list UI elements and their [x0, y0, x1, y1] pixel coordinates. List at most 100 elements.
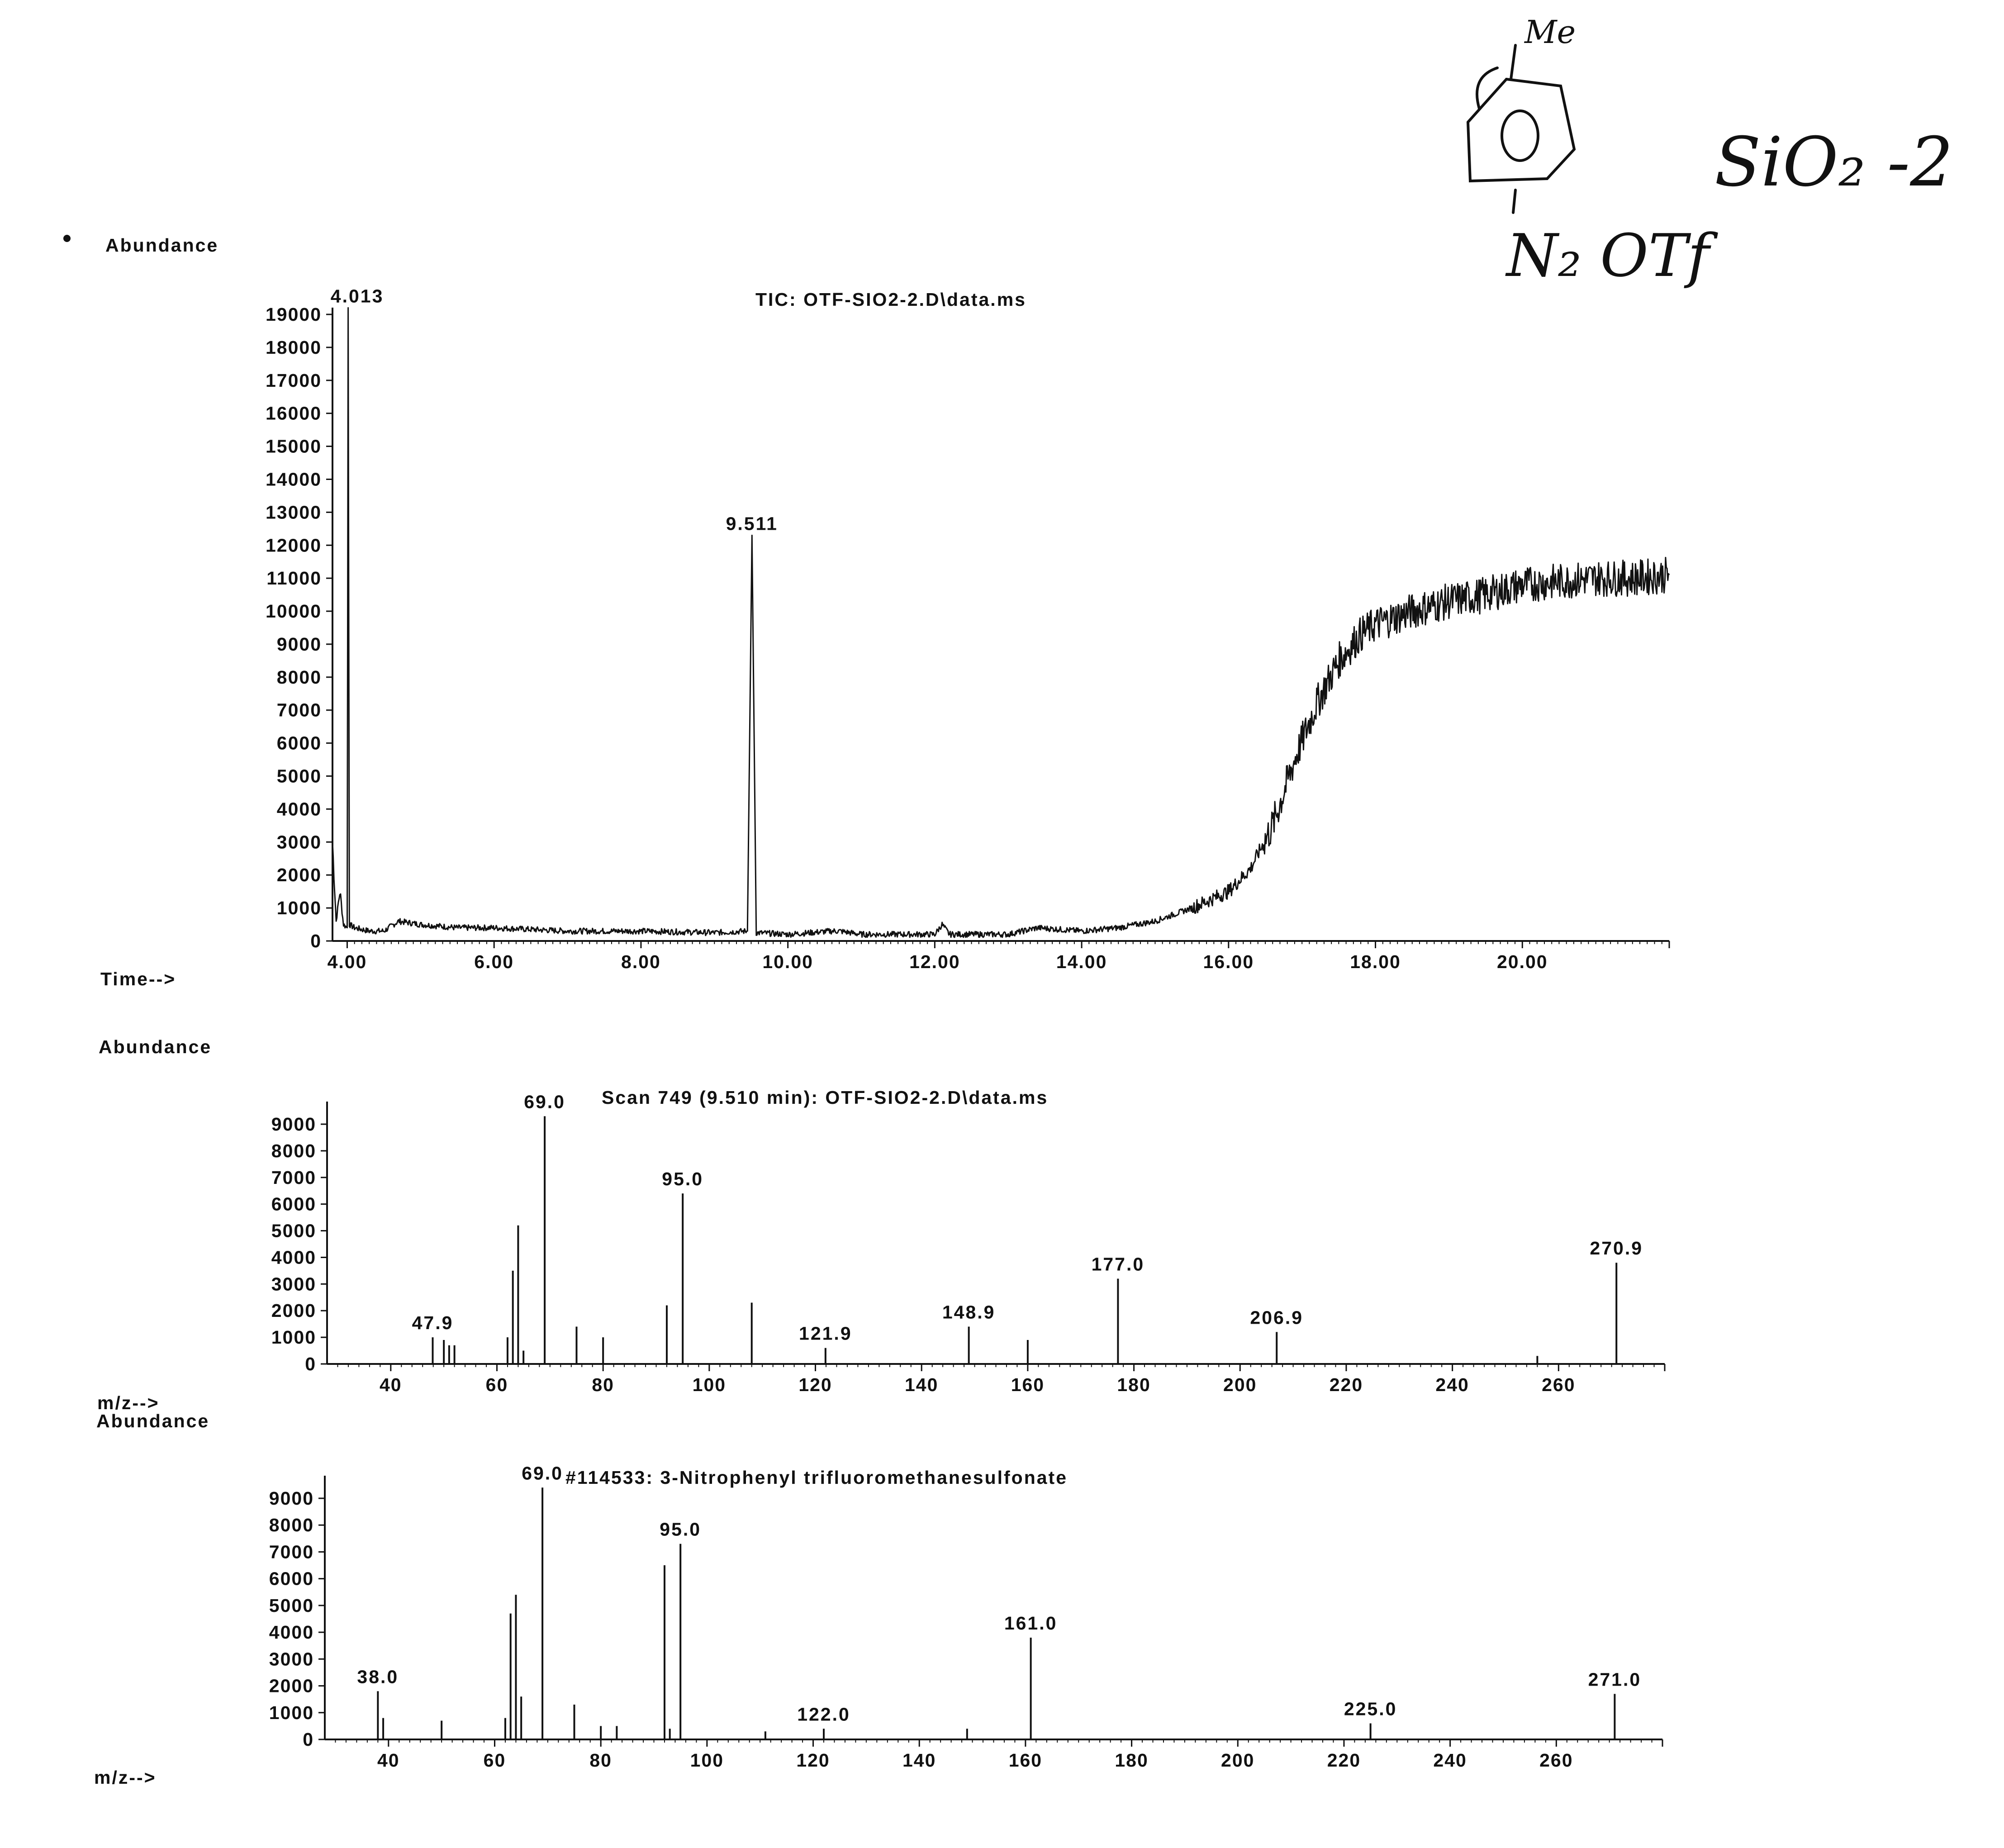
library-ytick-label: 3000 — [269, 1648, 314, 1669]
library-xtick-label: 240 — [1433, 1750, 1467, 1771]
library-peak-label: 38.0 — [357, 1666, 399, 1687]
library-xtick-label: 40 — [377, 1750, 400, 1771]
library-title: #114533: 3-Nitrophenyl trifluoromethanes… — [565, 1467, 1068, 1488]
tic-ylabel: Abundance — [105, 235, 218, 256]
scan-ytick-label: 9000 — [271, 1114, 316, 1135]
tic-ytick-label: 11000 — [266, 568, 322, 589]
library-peak-label: 271.0 — [1588, 1669, 1642, 1690]
scan-peak-label: 47.9 — [412, 1312, 454, 1333]
tic-ytick-label: 18000 — [266, 337, 322, 358]
scan-xtick-label: 200 — [1223, 1374, 1257, 1395]
library-ytick-label: 0 — [303, 1729, 314, 1750]
library-peak-label: 122.0 — [797, 1704, 850, 1724]
scan-xtick-label: 80 — [592, 1374, 614, 1395]
scan-peak-label: 177.0 — [1092, 1254, 1145, 1275]
tic-xtick-label: 6.00 — [474, 951, 514, 972]
tic-xtick-label: 12.00 — [909, 951, 960, 972]
library-ytick-label: 8000 — [269, 1515, 314, 1535]
scan-xtick-label: 240 — [1435, 1374, 1469, 1395]
tic-xtick-label: 8.00 — [621, 951, 661, 972]
tic-ytick-label: 1000 — [277, 898, 322, 918]
scan-xtick-label: 120 — [798, 1374, 832, 1395]
tic-xtick-label: 18.00 — [1350, 951, 1401, 972]
tic-ytick-label: 6000 — [277, 733, 322, 754]
scan-ytick-label: 4000 — [271, 1247, 316, 1268]
tic-ytick-label: 3000 — [277, 831, 322, 852]
tic-ytick-label: 5000 — [277, 766, 322, 787]
scan-peak-label: 148.9 — [942, 1302, 996, 1323]
library-xtick-label: 140 — [902, 1750, 936, 1771]
scan-ytick-label: 5000 — [271, 1221, 316, 1241]
library-xtick-label: 260 — [1539, 1750, 1573, 1771]
scan-xtick-label: 40 — [380, 1374, 402, 1395]
scan-xtick-label: 220 — [1330, 1374, 1363, 1395]
tic-title: TIC: OTF-SIO2-2.D\data.ms — [755, 289, 1026, 310]
library-ytick-label: 1000 — [269, 1702, 314, 1723]
tic-ytick-label: 19000 — [266, 304, 322, 325]
scan-ytick-label: 3000 — [271, 1273, 316, 1294]
scan-ytick-label: 6000 — [271, 1194, 316, 1215]
tic-ytick-label: 14000 — [266, 469, 322, 489]
library-xlabel: m/z--> — [94, 1767, 157, 1788]
benzene-ring-drawing — [1466, 44, 1576, 214]
scan-xtick-label: 260 — [1542, 1374, 1575, 1395]
scan-ytick-label: 0 — [305, 1354, 316, 1374]
library-peak-label: 225.0 — [1344, 1698, 1397, 1719]
library-ytick-label: 5000 — [269, 1595, 314, 1616]
tic-xtick-label: 20.00 — [1497, 951, 1548, 972]
tic-ytick-label: 8000 — [277, 667, 322, 688]
tic-ytick-label: 7000 — [277, 700, 322, 721]
library-xtick-label: 200 — [1221, 1750, 1254, 1771]
scan-xtick-label: 100 — [693, 1374, 726, 1395]
handwritten-substituent-top: Me — [1524, 14, 1576, 51]
handwritten-note: SiO₂ -2 — [1714, 123, 1953, 202]
library-peak-label: 95.0 — [660, 1519, 701, 1540]
library-xtick-label: 80 — [589, 1750, 612, 1771]
tic-ytick-label: 13000 — [266, 502, 322, 523]
tic-xtick-label: 14.00 — [1056, 951, 1107, 972]
scan-ytick-label: 7000 — [271, 1167, 316, 1188]
scan-xlabel: m/z--> — [97, 1392, 160, 1413]
tic-peak-label: 4.013 — [331, 285, 384, 306]
scan-title: Scan 749 (9.510 min): OTF-SIO2-2.D\data.… — [602, 1087, 1048, 1108]
tic-trace-line — [332, 307, 1670, 938]
library-ytick-label: 6000 — [269, 1568, 314, 1589]
scan-ylabel: Abundance — [99, 1036, 212, 1057]
library-mass-spectrum: Abundance #114533: 3-Nitrophenyl trifluo… — [94, 1411, 1663, 1788]
scan-peak-label: 95.0 — [662, 1169, 703, 1189]
library-ytick-label: 4000 — [269, 1622, 314, 1643]
tic-ytick-label: 17000 — [266, 370, 322, 391]
scan-ytick-label: 8000 — [271, 1140, 316, 1161]
tic-ytick-label: 2000 — [277, 865, 322, 885]
tic-ytick-label: 15000 — [266, 436, 322, 457]
library-xtick-label: 60 — [484, 1750, 506, 1771]
tic-xlabel: Time--> — [100, 969, 176, 989]
tic-ytick-label: 9000 — [277, 634, 322, 655]
scan-ytick-label: 2000 — [271, 1300, 316, 1321]
library-ytick-label: 7000 — [269, 1541, 314, 1562]
library-xtick-label: 120 — [796, 1750, 830, 1771]
scan-xtick-label: 60 — [486, 1374, 508, 1395]
scan-ytick-label: 1000 — [271, 1327, 316, 1348]
tic-ytick-label: 16000 — [266, 403, 322, 424]
library-xtick-label: 100 — [690, 1750, 724, 1771]
library-ylabel: Abundance — [96, 1411, 209, 1431]
library-xtick-label: 160 — [1009, 1750, 1042, 1771]
library-xtick-label: 180 — [1115, 1750, 1148, 1771]
scan-xtick-label: 180 — [1117, 1374, 1150, 1395]
handwritten-substituent-bottom: N₂ OTf — [1505, 221, 1718, 290]
scan-xtick-label: 160 — [1011, 1374, 1045, 1395]
tic-xtick-label: 4.00 — [328, 951, 367, 972]
handwritten-structure-sketch: Me N₂ OTf SiO₂ -2 — [1466, 14, 1953, 290]
scan-peak-label: 270.9 — [1590, 1238, 1643, 1259]
tic-chromatogram: Abundance TIC: OTF-SIO2-2.D\data.ms Time… — [100, 235, 1670, 989]
tic-peak-label: 9.511 — [726, 513, 778, 534]
scan-peak-label: 69.0 — [524, 1091, 565, 1112]
tic-ytick-label: 12000 — [266, 535, 322, 556]
scan-mass-spectrum: Abundance Scan 749 (9.510 min): OTF-SIO2… — [97, 1036, 1666, 1413]
tic-xtick-label: 10.00 — [762, 951, 813, 972]
tic-ytick-label: 4000 — [277, 798, 322, 819]
scan-xtick-label: 140 — [905, 1374, 938, 1395]
